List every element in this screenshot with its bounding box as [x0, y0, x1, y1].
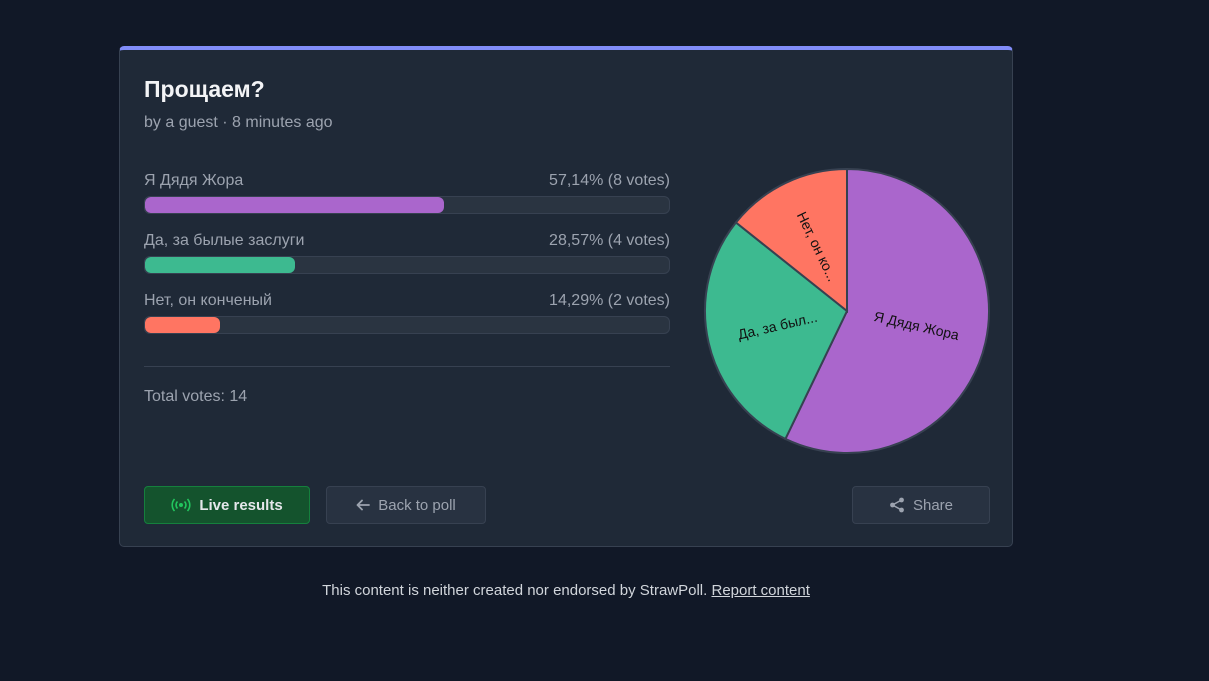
live-results-label: Live results	[199, 496, 283, 514]
live-results-button[interactable]: Live results	[144, 486, 310, 524]
poll-results-card: Прощаем? by a guest · 8 minutes ago Я Дя…	[119, 46, 1013, 547]
arrow-left-icon	[356, 499, 371, 511]
report-content-link[interactable]: Report content	[711, 582, 810, 599]
total-votes: Total votes: 14	[144, 388, 248, 405]
pie-slice	[704, 221, 849, 441]
pie-slice	[734, 167, 848, 314]
result-bar-fill	[145, 317, 220, 333]
result-bar	[144, 316, 670, 334]
pie-slice	[784, 167, 990, 454]
result-bar-fill	[145, 197, 445, 213]
share-label: Share	[912, 496, 954, 514]
share-icon	[890, 497, 904, 513]
poll-title: Прощаем?	[144, 76, 265, 102]
option-result: 14,29% (2 votes)	[549, 292, 670, 309]
back-to-poll-button[interactable]: Back to poll	[326, 486, 486, 524]
option-row: Да, за былые заслуги 28,57% (4 votes)	[144, 230, 670, 290]
result-bar-fill	[145, 257, 295, 273]
poll-subtitle: by a guest · 8 minutes ago	[144, 114, 333, 131]
divider	[144, 366, 670, 367]
options-list: Я Дядя Жора 57,14% (8 votes) Да, за былы…	[144, 170, 670, 350]
option-row: Я Дядя Жора 57,14% (8 votes)	[144, 170, 670, 230]
option-row: Нет, он конченый 14,29% (2 votes)	[144, 290, 670, 350]
footer-text: This content is neither created nor endo…	[322, 582, 708, 599]
footer: This content is neither created nor endo…	[0, 582, 1132, 599]
option-label: Я Дядя Жора	[144, 172, 244, 189]
option-result: 57,14% (8 votes)	[549, 172, 670, 189]
broadcast-icon	[171, 498, 191, 512]
result-bar	[144, 256, 670, 274]
share-button[interactable]: Share	[852, 486, 990, 524]
option-label: Да, за былые заслуги	[144, 232, 305, 249]
option-result: 28,57% (4 votes)	[549, 232, 670, 249]
back-to-poll-label: Back to poll	[378, 496, 456, 514]
option-label: Нет, он конченый	[144, 292, 272, 309]
result-bar	[144, 196, 670, 214]
